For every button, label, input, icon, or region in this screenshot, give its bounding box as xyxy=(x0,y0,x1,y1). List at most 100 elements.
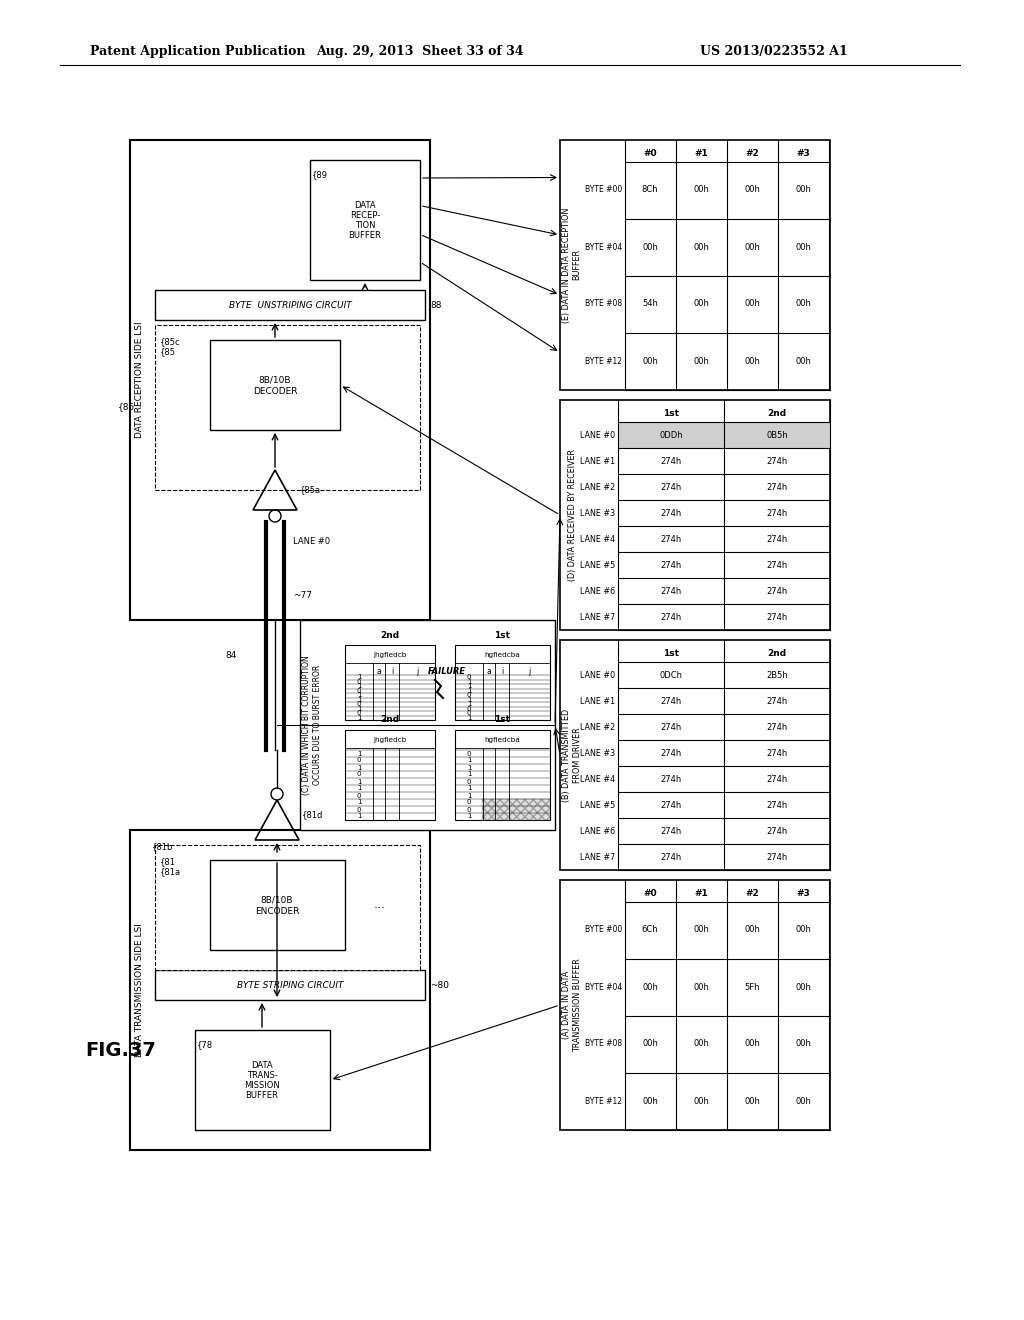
Text: 00h: 00h xyxy=(795,356,811,366)
Text: 1: 1 xyxy=(356,779,361,784)
Text: i: i xyxy=(501,667,503,676)
Text: #2: #2 xyxy=(745,149,759,158)
Text: 8Ch: 8Ch xyxy=(642,186,658,194)
Text: 00h: 00h xyxy=(744,356,760,366)
Text: MISSION: MISSION xyxy=(244,1081,280,1089)
Text: LANE #6: LANE #6 xyxy=(580,586,615,595)
Text: 274h: 274h xyxy=(766,535,787,544)
Text: 0: 0 xyxy=(467,706,471,711)
Text: {85a: {85a xyxy=(300,486,322,495)
Text: 274h: 274h xyxy=(766,826,787,836)
Text: TION: TION xyxy=(354,220,375,230)
Text: 00h: 00h xyxy=(642,1097,658,1106)
Text: LANE #0: LANE #0 xyxy=(293,537,330,546)
Text: #1: #1 xyxy=(694,890,708,899)
Bar xyxy=(130,830,430,1150)
Text: 84: 84 xyxy=(225,652,237,660)
Text: 00h: 00h xyxy=(744,1040,760,1048)
Text: LANE #5: LANE #5 xyxy=(580,561,615,569)
Text: 0: 0 xyxy=(356,807,361,813)
Text: 00h: 00h xyxy=(642,356,658,366)
Text: BYTE #12: BYTE #12 xyxy=(585,1097,622,1106)
Text: BYTE STRIPING CIRCUIT: BYTE STRIPING CIRCUIT xyxy=(237,981,343,990)
Text: 274h: 274h xyxy=(766,800,787,809)
Text: {89: {89 xyxy=(312,170,328,180)
Bar xyxy=(195,1030,330,1130)
Text: 00h: 00h xyxy=(693,1097,709,1106)
Text: 0: 0 xyxy=(467,800,471,805)
Text: 2B5h: 2B5h xyxy=(766,671,787,680)
Text: 1st: 1st xyxy=(494,715,510,725)
Text: 00h: 00h xyxy=(795,243,811,252)
Text: LANE #4: LANE #4 xyxy=(580,775,615,784)
Text: 54h: 54h xyxy=(642,300,658,309)
Bar xyxy=(482,799,550,820)
Text: 274h: 274h xyxy=(766,748,787,758)
Text: 8B/10B: 8B/10B xyxy=(261,895,293,904)
Text: 274h: 274h xyxy=(766,561,787,569)
Text: LANE #6: LANE #6 xyxy=(580,826,615,836)
Text: {81d: {81d xyxy=(302,810,324,820)
Text: 00h: 00h xyxy=(693,925,709,935)
Text: DATA RECEPTION SIDE LSI: DATA RECEPTION SIDE LSI xyxy=(135,322,144,438)
Text: 274h: 274h xyxy=(660,508,682,517)
Text: 00h: 00h xyxy=(693,243,709,252)
Text: 1st: 1st xyxy=(494,631,510,640)
Text: 0: 0 xyxy=(467,779,471,784)
Text: BYTE #04: BYTE #04 xyxy=(585,982,622,991)
Text: 1: 1 xyxy=(356,800,361,805)
Bar xyxy=(345,645,435,719)
Text: 1: 1 xyxy=(467,758,471,763)
Text: 274h: 274h xyxy=(660,800,682,809)
Text: 1: 1 xyxy=(467,697,471,702)
Text: 00h: 00h xyxy=(795,1097,811,1106)
Bar xyxy=(155,290,425,319)
Text: 00h: 00h xyxy=(693,982,709,991)
Bar xyxy=(560,140,830,389)
Text: hgfiedcba: hgfiedcba xyxy=(484,737,520,743)
Text: BYTE #00: BYTE #00 xyxy=(585,186,622,194)
Text: 0: 0 xyxy=(467,710,471,717)
Text: 2nd: 2nd xyxy=(767,649,786,659)
Text: 274h: 274h xyxy=(660,535,682,544)
Text: 274h: 274h xyxy=(766,722,787,731)
Text: LANE #1: LANE #1 xyxy=(580,697,615,705)
Text: (C) DATA IN WHICH BIT CORRUPTION
OCCURS DUE TO BURST ERROR: (C) DATA IN WHICH BIT CORRUPTION OCCURS … xyxy=(302,655,322,795)
Text: 274h: 274h xyxy=(766,586,787,595)
Text: 0DCh: 0DCh xyxy=(659,671,683,680)
Text: LANE #2: LANE #2 xyxy=(580,483,615,491)
Text: 00h: 00h xyxy=(693,1040,709,1048)
Text: 274h: 274h xyxy=(766,775,787,784)
Bar xyxy=(155,970,425,1001)
Text: LANE #3: LANE #3 xyxy=(580,508,615,517)
Text: 274h: 274h xyxy=(660,748,682,758)
Text: 0: 0 xyxy=(467,751,471,756)
Text: TRANS-: TRANS- xyxy=(247,1071,278,1080)
Text: 1: 1 xyxy=(467,714,471,721)
Text: 274h: 274h xyxy=(660,697,682,705)
Text: BYTE #00: BYTE #00 xyxy=(585,925,622,935)
Text: #1: #1 xyxy=(694,149,708,158)
Text: 1: 1 xyxy=(467,678,471,685)
Text: US 2013/0223552 A1: US 2013/0223552 A1 xyxy=(700,45,848,58)
Bar xyxy=(724,422,830,447)
Text: ~77: ~77 xyxy=(293,591,312,601)
Text: a: a xyxy=(377,667,381,676)
Text: 1: 1 xyxy=(467,792,471,799)
Text: 1: 1 xyxy=(356,714,361,721)
Text: 1: 1 xyxy=(467,813,471,820)
Text: 1: 1 xyxy=(356,785,361,792)
Text: 1: 1 xyxy=(467,688,471,694)
Text: 0: 0 xyxy=(467,692,471,698)
Text: 00h: 00h xyxy=(795,1040,811,1048)
Text: 274h: 274h xyxy=(660,586,682,595)
Text: 00h: 00h xyxy=(642,243,658,252)
Text: 00h: 00h xyxy=(795,300,811,309)
Text: 1: 1 xyxy=(467,684,471,689)
Text: 1: 1 xyxy=(356,764,361,771)
Text: (E) DATA IN DATA RECEPTION
BUFFER: (E) DATA IN DATA RECEPTION BUFFER xyxy=(562,207,582,322)
Text: 0: 0 xyxy=(356,758,361,763)
Text: 1: 1 xyxy=(356,751,361,756)
Text: 1: 1 xyxy=(467,764,471,771)
Text: {85: {85 xyxy=(160,347,176,356)
